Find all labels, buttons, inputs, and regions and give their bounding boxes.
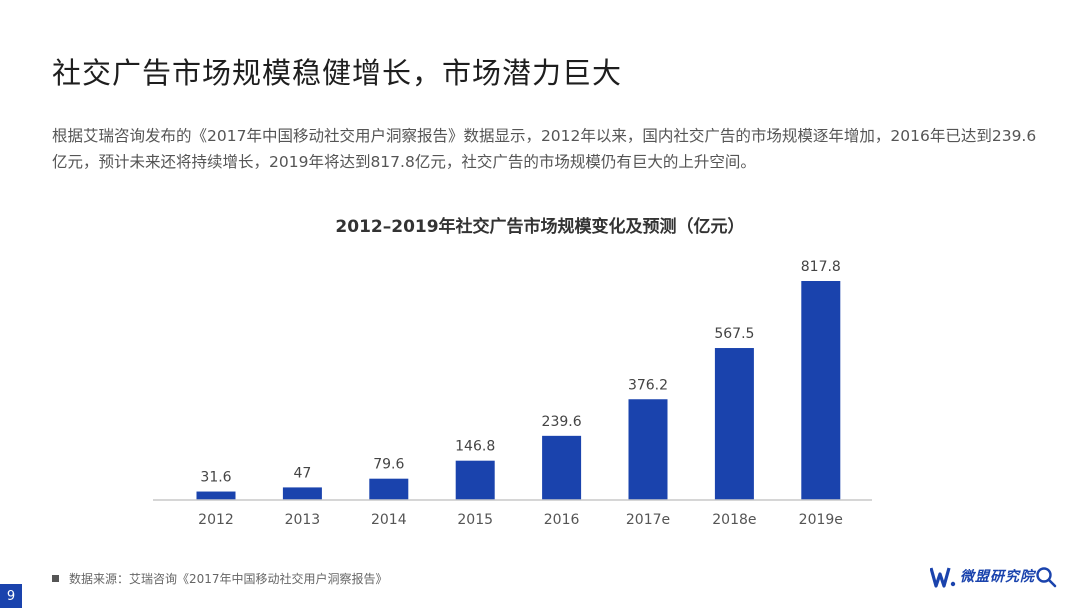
bar-2017e bbox=[628, 399, 668, 500]
x-tick-label-2015: 2015 bbox=[457, 512, 493, 528]
bar-2018e bbox=[714, 348, 754, 500]
x-tick-label-2017e: 2017e bbox=[626, 512, 670, 528]
data-label-2012: 31.6 bbox=[200, 470, 231, 486]
page-number: 9 bbox=[0, 584, 22, 608]
data-label-2017e: 376.2 bbox=[628, 377, 668, 393]
data-label-2016: 239.6 bbox=[542, 414, 582, 430]
data-label-2013: 47 bbox=[293, 465, 311, 481]
source-note: 数据来源：艾瑞咨询《2017年中国移动社交用户洞察报告》 bbox=[52, 570, 388, 587]
x-tick-label-2014: 2014 bbox=[371, 512, 407, 528]
intro-paragraph: 根据艾瑞咨询发布的《2017年中国移动社交用户洞察报告》数据显示，2012年以来… bbox=[52, 127, 1037, 171]
bullet-square-icon bbox=[52, 575, 59, 582]
bar-2013 bbox=[282, 487, 322, 500]
bar-2012 bbox=[196, 491, 236, 500]
x-tick-label-2013: 2013 bbox=[285, 512, 321, 528]
bar-2015 bbox=[455, 460, 495, 500]
chart-title: 2012–2019年社交广告市场规模变化及预测（亿元） bbox=[335, 217, 745, 237]
data-label-2014: 79.6 bbox=[373, 457, 404, 473]
brand-logo: 微盟研究院 bbox=[930, 566, 1057, 588]
x-tick-label-2019e: 2019e bbox=[799, 512, 843, 528]
data-label-2015: 146.8 bbox=[455, 439, 495, 455]
bar-2014 bbox=[369, 478, 409, 500]
weimob-w-logo-icon bbox=[930, 567, 956, 588]
slide-title: 社交广告市场规模稳健增长，市场潜力巨大 bbox=[52, 56, 623, 90]
x-tick-label-2018e: 2018e bbox=[712, 512, 756, 528]
logo-name: 微盟研究院 bbox=[960, 569, 1035, 585]
x-tick-label-2016: 2016 bbox=[544, 512, 580, 528]
bar-2019e bbox=[801, 281, 841, 500]
search-icon bbox=[1036, 567, 1057, 588]
x-tick-label-2012: 2012 bbox=[198, 512, 234, 528]
bar-2016 bbox=[542, 435, 582, 500]
source-text: 数据来源：艾瑞咨询《2017年中国移动社交用户洞察报告》 bbox=[69, 572, 388, 586]
data-label-2019e: 817.8 bbox=[801, 259, 841, 275]
data-label-2018e: 567.5 bbox=[714, 326, 754, 342]
